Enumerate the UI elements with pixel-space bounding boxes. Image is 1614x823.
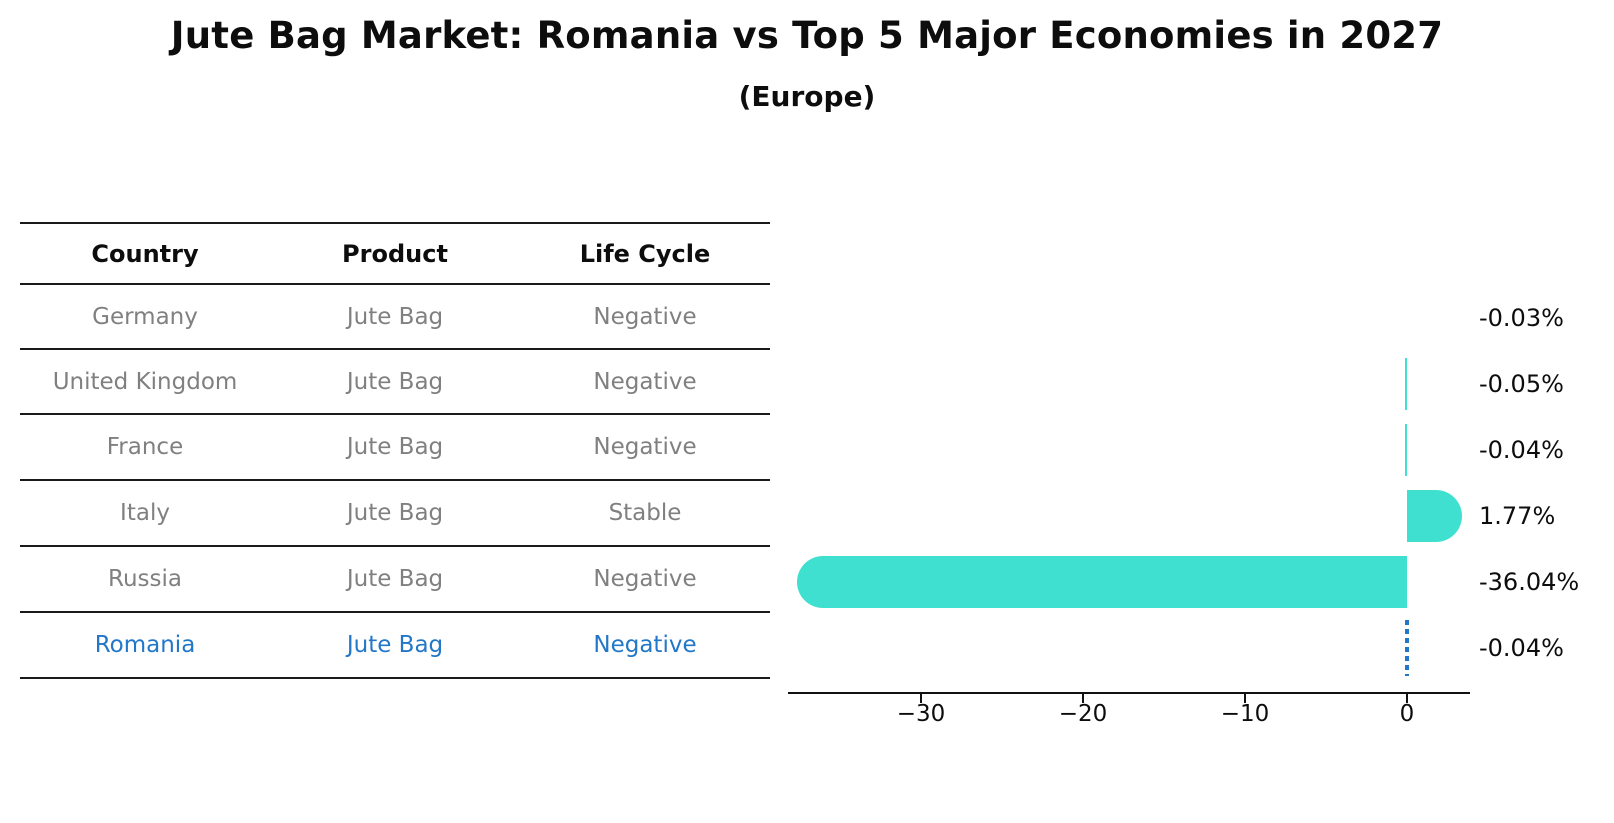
cell-life-cycle: Negative — [593, 368, 697, 395]
x-tick-mark — [1406, 694, 1408, 703]
x-tick-label: −20 — [1058, 701, 1108, 727]
table-row-russia: Russia Jute Bag Negative — [20, 547, 770, 613]
x-tick-mark — [920, 694, 922, 703]
cell-country: Germany — [92, 303, 198, 330]
table-row-france: France Jute Bag Negative — [20, 415, 770, 481]
table-row-italy: Italy Jute Bag Stable — [20, 481, 770, 547]
x-tick-label: −30 — [896, 701, 946, 727]
cell-product: Jute Bag — [346, 566, 444, 592]
cell-product: Jute Bag — [346, 500, 444, 526]
bar-united-kingdom — [1405, 358, 1407, 410]
value-label-france: -0.04% — [1479, 436, 1564, 464]
bar-romania — [1405, 620, 1409, 676]
cell-life-cycle: Stable — [608, 500, 682, 526]
bar-russia — [797, 556, 1407, 608]
value-label-germany: -0.03% — [1479, 304, 1564, 332]
cell-country: United Kingdom — [52, 368, 238, 395]
x-tick-mark — [1082, 694, 1084, 703]
cell-life-cycle: Negative — [593, 632, 697, 658]
value-label-romania: -0.04% — [1479, 634, 1564, 662]
x-tick-label: −10 — [1220, 701, 1270, 727]
x-tick-label: 0 — [1399, 701, 1415, 727]
chart-title: Jute Bag Market: Romania vs Top 5 Major … — [170, 14, 1444, 57]
value-label-italy: 1.77% — [1479, 502, 1556, 530]
column-header-country: Country — [91, 239, 199, 268]
column-header-life-cycle: Life Cycle — [579, 239, 711, 268]
table-row-germany: Germany Jute Bag Negative — [20, 285, 770, 350]
x-axis-line — [788, 692, 1470, 694]
value-label-russia: -36.04% — [1479, 568, 1580, 596]
cell-country: France — [106, 434, 184, 460]
cell-product: Jute Bag — [346, 632, 444, 658]
x-tick-mark — [1244, 694, 1246, 703]
table-row-romania: Romania Jute Bag Negative — [20, 613, 770, 679]
cell-life-cycle: Negative — [593, 566, 697, 592]
cell-product: Jute Bag — [346, 434, 444, 460]
cell-life-cycle: Negative — [593, 434, 697, 460]
bar-italy — [1407, 490, 1462, 542]
cell-country: Russia — [108, 566, 182, 592]
table-row-united-kingdom: United Kingdom Jute Bag Negative — [20, 350, 770, 415]
table-header: Country Product Life Cycle — [20, 222, 770, 285]
cell-product: Jute Bag — [346, 303, 444, 330]
cell-life-cycle: Negative — [593, 303, 697, 330]
bar-france — [1405, 424, 1407, 476]
cell-country: Romania — [94, 632, 196, 658]
value-label-united-kingdom: -0.05% — [1479, 370, 1564, 398]
cell-product: Jute Bag — [346, 368, 444, 395]
column-header-product: Product — [342, 239, 448, 268]
chart-subtitle: (Europe) — [738, 80, 876, 113]
cell-country: Italy — [120, 500, 170, 526]
